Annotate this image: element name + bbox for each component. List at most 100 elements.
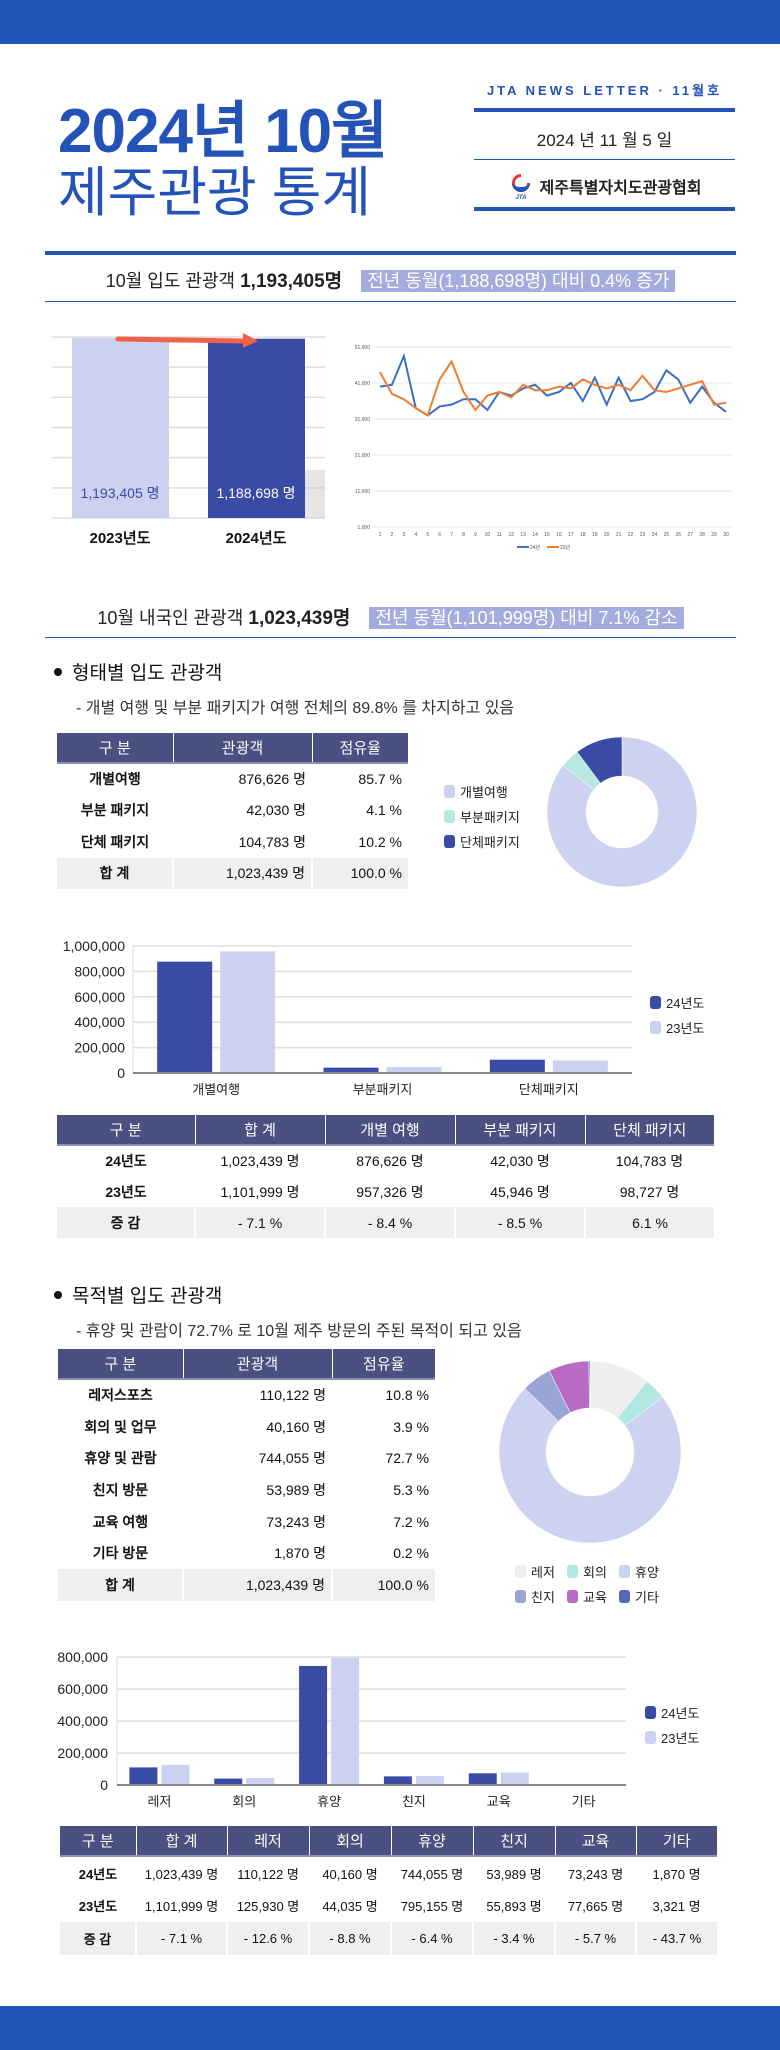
category-label: 기타 <box>572 1794 596 1809</box>
table-cell: 증 감 <box>57 1207 195 1238</box>
bar <box>489 1059 545 1073</box>
table-cell: 단체 패키지 <box>80 833 150 850</box>
data-label: 1,193,405 명 <box>80 485 159 501</box>
legend-label: 레저 <box>531 1565 555 1580</box>
table-cell: 72.7 % <box>385 1450 429 1467</box>
divider <box>45 251 736 255</box>
org-logo: JTA 제주특별자치도관광협회 <box>474 172 735 200</box>
table-row: 기타 방문 1,870 명 0.2 % <box>58 1537 435 1569</box>
table-row: 23년도 1,101,999 명 125,930 명 44,035 명 795,155 … <box>60 1889 717 1922</box>
divider <box>474 207 735 211</box>
table-cell: 개별여행 <box>89 771 141 788</box>
legend-swatch <box>444 810 455 823</box>
table-row: 교육 여행 73,243 명 7.2 % <box>58 1506 435 1538</box>
x-tick-label: 13 <box>520 532 526 538</box>
legend-item: 휴양 <box>619 1562 671 1581</box>
x-tick-label: 18 <box>580 532 586 538</box>
x-tick-label: 2 <box>391 532 394 538</box>
column-header: 합 계 <box>194 1115 325 1146</box>
table-cell: - 8.4 % <box>324 1207 455 1238</box>
legend-item: 부분패키지 <box>444 807 520 826</box>
table-cell: 104,783 명 <box>238 833 306 850</box>
legend-label: 23년도 <box>666 1021 705 1036</box>
bottom-banner <box>0 2006 780 2050</box>
x-tick-label: 22 <box>628 532 634 538</box>
table-row: 레저스포츠 110,122 명 10.8 % <box>58 1379 435 1411</box>
y-tick-label: 400,000 <box>74 1014 125 1030</box>
table-cell: 1,023,439 명 <box>144 1866 219 1882</box>
bar <box>246 1777 275 1785</box>
x-tick-label: 30 <box>723 532 729 538</box>
y-tick-label: 800,000 <box>57 1649 108 1665</box>
legend-label: 교육 <box>583 1590 607 1605</box>
legend-swatch <box>619 1590 630 1603</box>
table-cell: 증 감 <box>60 1922 136 1955</box>
column-header: 회의 <box>308 1826 391 1857</box>
type-share-table: 구 분 관광객 점유율 개별여행 876,626 명 85.7 % 부분 패키지 42,030… <box>57 733 408 889</box>
legend-item: 24년도 <box>645 1703 699 1722</box>
newsletter-label: JTA NEWS LETTER · 11월호 <box>486 83 723 98</box>
table-cell: 45,946 명 <box>490 1183 550 1200</box>
table-cell: 5.3 % <box>393 1481 429 1498</box>
table-total-row: 합 계 1,023,439 명 100.0 % <box>57 857 408 889</box>
table-cell: 98,727 명 <box>619 1183 680 1200</box>
table-row: 휴양 및 관람 744,055 명 72.7 % <box>58 1442 435 1474</box>
table-cell: 부분 패키지 <box>80 802 150 819</box>
table-cell: 3,321 명 <box>652 1899 701 1914</box>
bar <box>129 1767 158 1785</box>
column-header: 관광객 <box>182 1349 332 1380</box>
table-cell: 회의 및 업무 <box>84 1418 157 1435</box>
legend-swatch <box>444 835 455 848</box>
x-tick-label: 29 <box>711 532 717 538</box>
x-tick-label: 26 <box>675 532 681 538</box>
column-header: 레저 <box>226 1826 309 1857</box>
legend-label: 24년도 <box>666 996 705 1011</box>
table-row: 친지 방문 53,989 명 5.3 % <box>58 1474 435 1506</box>
x-tick-label: 23 <box>640 532 646 538</box>
bar <box>415 1776 444 1785</box>
table-cell: 0.2 % <box>393 1545 429 1562</box>
legend-label: 회의 <box>583 1565 607 1580</box>
x-tick-label: 24 <box>652 532 658 538</box>
donut-slice <box>498 1388 682 1544</box>
page-title: 2024년 10월 <box>58 97 388 166</box>
table-cell: 125,930 명 <box>236 1899 300 1914</box>
legend-item: 23년도 <box>650 1018 704 1037</box>
purpose-donut-legend: 레저 회의 휴양 친지 교육 기타 <box>515 1562 685 1606</box>
legend-label: 24년도 <box>661 1706 700 1721</box>
y-tick-label: 11,000 <box>355 489 370 495</box>
table-cell: 53,989 명 <box>486 1866 542 1882</box>
table-cell: - 5.7 % <box>554 1922 636 1955</box>
y-tick-label: 600,000 <box>57 1681 108 1697</box>
legend-item: 개별여행 <box>444 782 520 801</box>
divider <box>45 637 736 638</box>
table-cell: 1,101,999 명 <box>220 1183 300 1200</box>
category-label: 교육 <box>487 1794 511 1809</box>
comparison-badge: 전년 동월(1,101,999명) 대비 7.1% 감소 <box>369 607 684 629</box>
table-cell: 55,893 명 <box>486 1899 542 1914</box>
legend-item: 교육 <box>567 1587 619 1606</box>
table-cell: 42,030 명 <box>490 1153 550 1169</box>
table-cell: 795,155 명 <box>400 1899 464 1914</box>
legend-swatch <box>567 1590 578 1603</box>
column-header: 부분 패키지 <box>454 1115 585 1146</box>
category-label: 회의 <box>232 1794 256 1809</box>
legend-item: 회의 <box>567 1562 619 1581</box>
table-cell: 휴양 및 관람 <box>84 1450 157 1467</box>
y-tick-label: 200,000 <box>57 1745 108 1761</box>
section-heading-type: 형태별 입도 관광객 <box>54 658 222 685</box>
bar <box>386 1067 442 1073</box>
category-label: 휴양 <box>317 1794 341 1809</box>
bullet-icon <box>54 667 62 676</box>
bar <box>161 1764 190 1785</box>
top-banner <box>0 0 780 44</box>
summary-label: 10월 입도 관광객 <box>105 271 236 291</box>
x-tick-label: 17 <box>568 532 574 538</box>
table-cell: - 43.7 % <box>635 1922 717 1955</box>
legend-label: 기타 <box>635 1590 659 1605</box>
legend-item: 레저 <box>515 1562 567 1581</box>
table-cell: 40,160 명 <box>322 1866 378 1882</box>
legend-item: 23년도 <box>645 1728 699 1747</box>
y-tick-label: 600,000 <box>74 989 125 1005</box>
table-row: 개별여행 876,626 명 85.7 % <box>57 763 408 795</box>
